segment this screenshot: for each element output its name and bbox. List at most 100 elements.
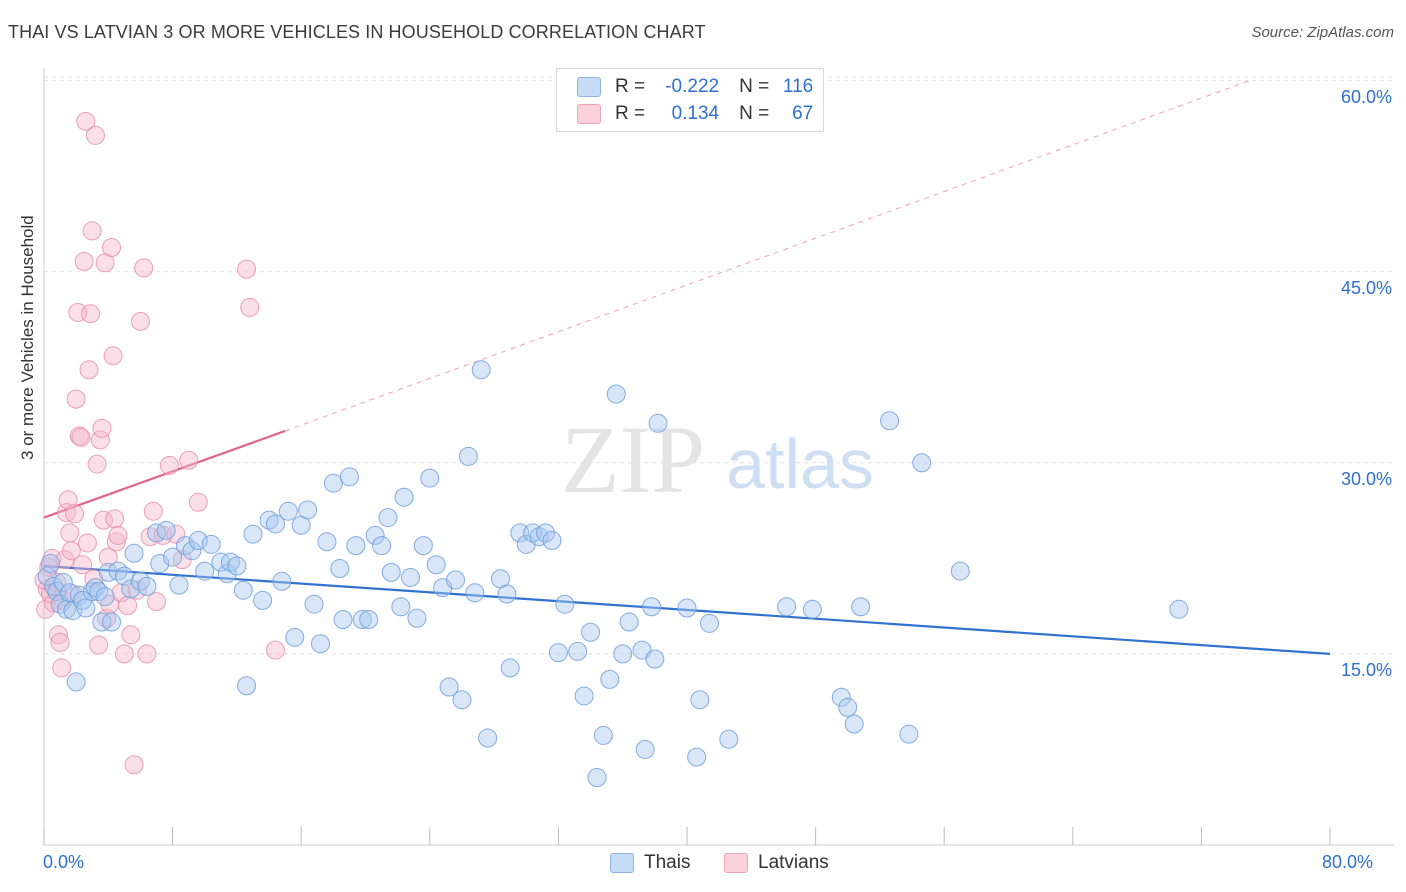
thai-point xyxy=(548,643,568,663)
thai-trend-line xyxy=(43,564,1331,655)
latvian-point xyxy=(52,658,72,678)
thai-point xyxy=(465,583,485,603)
thai-point xyxy=(458,446,478,466)
legend-label-thais: Thais xyxy=(644,852,691,873)
thai-point xyxy=(339,467,359,487)
thai-point xyxy=(121,579,141,599)
thai-point xyxy=(278,501,298,521)
thai-point xyxy=(195,561,215,581)
latvian-point xyxy=(143,501,163,521)
latvian-point xyxy=(130,311,150,331)
latvian-point xyxy=(85,125,105,145)
latvian-point xyxy=(36,599,56,619)
latvian-point xyxy=(61,541,81,561)
latvian-point xyxy=(237,259,257,279)
thai-point xyxy=(211,552,231,572)
correlation-legend: R = -0.222 N = 116 R = 0.134 N = 67 xyxy=(556,68,824,132)
r-label: R = xyxy=(615,103,646,124)
thai-point xyxy=(37,566,57,586)
thai-point xyxy=(365,525,385,545)
latvian-point xyxy=(77,533,97,553)
latvian-point xyxy=(89,635,109,655)
thai-point xyxy=(478,728,498,748)
thai-point xyxy=(95,587,115,607)
thai-point xyxy=(401,567,421,587)
thai-point xyxy=(555,594,575,614)
latvian-point xyxy=(159,455,179,475)
legend-item-latvians[interactable]: Latvians xyxy=(724,852,829,874)
thai-point xyxy=(76,598,96,618)
thai-point xyxy=(500,658,520,678)
thai-point xyxy=(323,473,343,493)
thai-point xyxy=(568,641,588,661)
thai-point xyxy=(687,747,707,767)
thai-point xyxy=(413,536,433,556)
thai-point xyxy=(426,555,446,575)
thai-point xyxy=(352,610,372,630)
thai-point xyxy=(452,690,472,710)
n-label: N = xyxy=(739,76,770,97)
latvian-point xyxy=(50,632,70,652)
latvian-points xyxy=(34,111,285,775)
thai-point xyxy=(40,553,60,573)
thai-point xyxy=(777,597,797,617)
latvian-point xyxy=(81,304,101,324)
thai-point xyxy=(359,610,379,630)
thai-point xyxy=(217,564,237,584)
thai-point xyxy=(593,725,613,745)
latvian-point xyxy=(105,509,125,529)
thai-point xyxy=(57,599,77,619)
legend-row-latvians: R = 0.134 N = 67 xyxy=(577,101,813,127)
thai-point xyxy=(880,411,900,431)
thai-point xyxy=(700,613,720,633)
latvian-point xyxy=(111,583,131,603)
latvian-point xyxy=(147,592,167,612)
thai-point xyxy=(407,608,427,628)
thai-point xyxy=(44,576,64,596)
thai-point xyxy=(227,556,247,576)
thai-point xyxy=(1169,599,1189,619)
thai-point xyxy=(851,597,871,617)
latvian-point xyxy=(98,547,118,567)
thai-point xyxy=(606,384,626,404)
thai-point xyxy=(89,581,109,601)
thai-point xyxy=(619,612,639,632)
latvian-point xyxy=(48,625,68,645)
legend-item-thais[interactable]: Thais xyxy=(610,852,690,874)
trend-lines xyxy=(43,80,1331,655)
thais-swatch xyxy=(577,77,601,97)
thai-point xyxy=(587,767,607,787)
y-tick-label-45: 45.0% xyxy=(1340,278,1392,298)
thai-point xyxy=(124,543,144,563)
latvian-point xyxy=(240,297,260,317)
n-label: N = xyxy=(739,103,770,124)
thai-point xyxy=(130,571,150,591)
thai-point xyxy=(298,500,318,520)
grid-lines xyxy=(44,76,1394,655)
latvian-point xyxy=(118,595,138,615)
thai-point xyxy=(446,570,466,590)
latvian-trend-extension xyxy=(284,80,1250,432)
thai-point xyxy=(304,594,324,614)
thai-point xyxy=(92,612,112,632)
thai-point xyxy=(188,531,208,551)
latvian-point xyxy=(92,418,112,438)
latvian-point xyxy=(188,492,208,512)
thai-point xyxy=(253,590,273,610)
thai-point xyxy=(182,541,202,561)
latvian-point xyxy=(121,625,141,645)
x-tick-label-max: 80.0% xyxy=(1322,852,1374,872)
zipatlas-watermark: ZIP atlas xyxy=(561,406,874,513)
thai-point xyxy=(372,536,392,556)
thai-point xyxy=(439,677,459,697)
thai-point xyxy=(378,508,398,528)
thai-point xyxy=(66,672,86,692)
x-tick-label-min: 0.0% xyxy=(43,852,85,872)
thai-point xyxy=(346,536,366,556)
watermark-zip: ZIP xyxy=(561,406,705,513)
n-value-thais: 116 xyxy=(782,76,814,97)
thai-point xyxy=(175,536,195,556)
thai-point xyxy=(156,520,176,540)
thai-points xyxy=(37,360,1189,787)
